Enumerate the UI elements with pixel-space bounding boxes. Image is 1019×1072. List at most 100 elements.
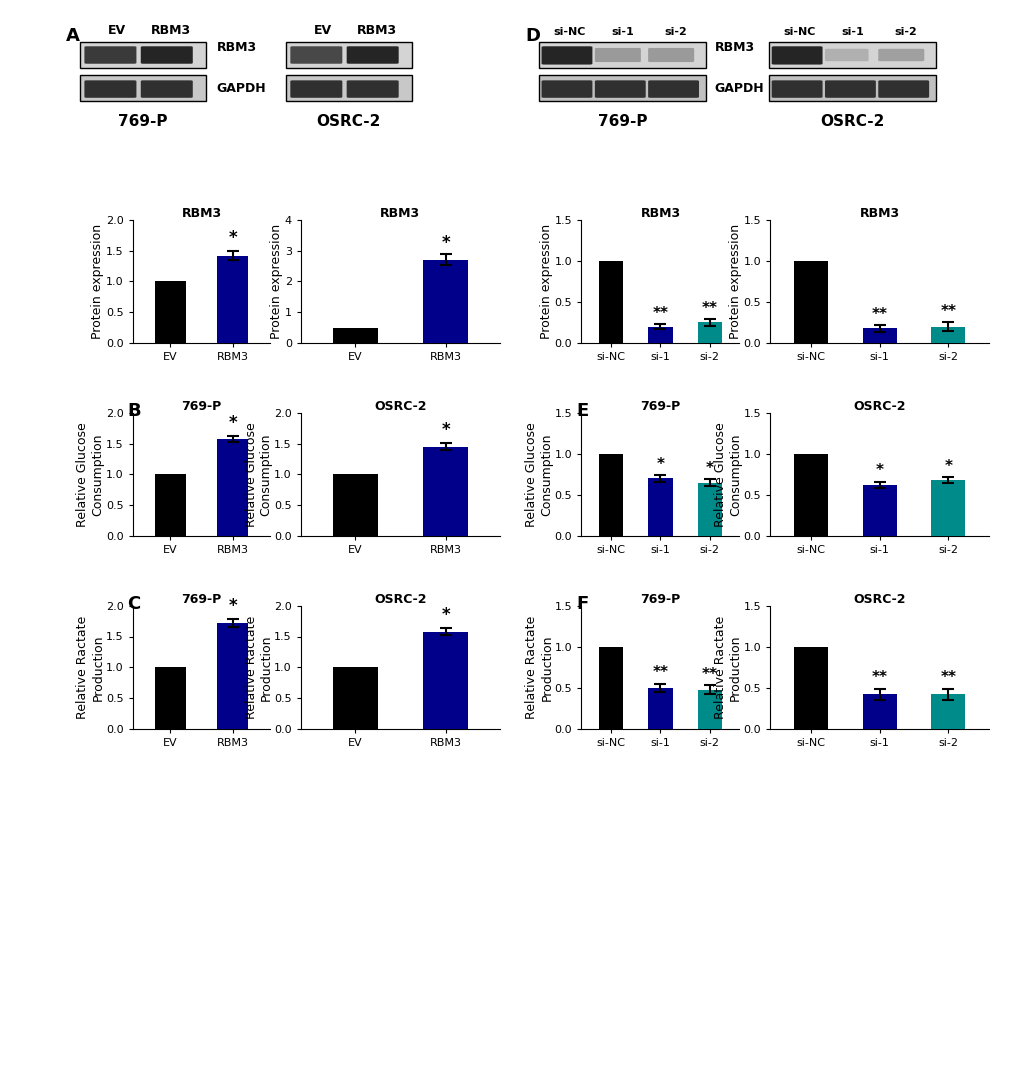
Text: *: *: [656, 457, 663, 472]
Bar: [862, 485, 896, 536]
Bar: [697, 482, 721, 536]
Bar: [647, 327, 673, 343]
Bar: [647, 478, 673, 536]
Text: **: **: [871, 670, 887, 685]
Text: C: C: [127, 595, 141, 613]
FancyBboxPatch shape: [541, 80, 592, 98]
Y-axis label: Protein expression: Protein expression: [540, 224, 553, 339]
Title: 769-P: 769-P: [640, 593, 680, 606]
Text: *: *: [228, 415, 236, 432]
Bar: [81, 42, 206, 68]
Bar: [539, 75, 705, 101]
Bar: [423, 259, 468, 343]
Title: RBM3: RBM3: [380, 207, 420, 220]
Text: *: *: [228, 229, 236, 247]
Title: OSRC-2: OSRC-2: [374, 593, 426, 606]
Bar: [332, 474, 377, 536]
Bar: [217, 255, 249, 343]
Text: A: A: [66, 27, 81, 45]
FancyBboxPatch shape: [290, 46, 342, 63]
FancyBboxPatch shape: [647, 80, 698, 98]
Text: *: *: [944, 459, 952, 474]
Y-axis label: Relative Glucose
Consumption: Relative Glucose Consumption: [525, 422, 553, 526]
Bar: [598, 260, 623, 343]
Text: OSRC-2: OSRC-2: [316, 114, 381, 129]
Text: F: F: [576, 595, 588, 613]
FancyBboxPatch shape: [771, 80, 821, 98]
FancyBboxPatch shape: [877, 49, 923, 61]
Text: GAPDH: GAPDH: [216, 83, 266, 95]
Bar: [930, 695, 964, 729]
Text: **: **: [652, 306, 667, 321]
Bar: [930, 327, 964, 343]
Y-axis label: Protein expression: Protein expression: [92, 224, 104, 339]
Text: **: **: [701, 667, 717, 682]
Text: RBM3: RBM3: [151, 25, 191, 38]
Text: **: **: [940, 304, 956, 319]
FancyBboxPatch shape: [290, 80, 342, 98]
Y-axis label: Relative Ractate
Production: Relative Ractate Production: [76, 615, 104, 719]
Y-axis label: Relative Ractate
Production: Relative Ractate Production: [525, 615, 553, 719]
Text: EV: EV: [314, 25, 331, 38]
Y-axis label: Protein expression: Protein expression: [729, 224, 742, 339]
Text: **: **: [940, 670, 956, 685]
Y-axis label: Relative Ractate
Production: Relative Ractate Production: [245, 615, 272, 719]
Text: si-2: si-2: [894, 27, 916, 38]
FancyBboxPatch shape: [346, 46, 398, 63]
Text: D: D: [525, 27, 540, 45]
Bar: [332, 667, 377, 729]
Text: RBM3: RBM3: [714, 42, 754, 55]
FancyBboxPatch shape: [85, 80, 137, 98]
Bar: [539, 42, 705, 68]
Y-axis label: Relative Glucose
Consumption: Relative Glucose Consumption: [76, 422, 104, 526]
Bar: [930, 480, 964, 536]
Bar: [794, 260, 827, 343]
Bar: [423, 447, 468, 536]
Bar: [217, 623, 249, 729]
FancyBboxPatch shape: [541, 46, 592, 64]
Y-axis label: Relative Glucose
Consumption: Relative Glucose Consumption: [713, 422, 742, 526]
Bar: [217, 440, 249, 536]
FancyBboxPatch shape: [877, 80, 928, 98]
Text: **: **: [652, 666, 667, 681]
Text: 769-P: 769-P: [118, 114, 167, 129]
Bar: [794, 646, 827, 729]
FancyBboxPatch shape: [594, 80, 645, 98]
Title: RBM3: RBM3: [181, 207, 221, 220]
Bar: [697, 323, 721, 343]
FancyBboxPatch shape: [824, 49, 868, 61]
Bar: [697, 689, 721, 729]
Text: si-2: si-2: [663, 27, 687, 38]
Text: si-1: si-1: [610, 27, 633, 38]
Text: *: *: [228, 597, 236, 615]
Text: *: *: [705, 461, 713, 476]
Text: B: B: [127, 402, 141, 420]
FancyBboxPatch shape: [141, 46, 193, 63]
Bar: [598, 646, 623, 729]
Title: RBM3: RBM3: [640, 207, 680, 220]
FancyBboxPatch shape: [346, 80, 398, 98]
FancyBboxPatch shape: [647, 48, 694, 62]
Bar: [154, 282, 185, 343]
Bar: [423, 631, 468, 729]
Bar: [285, 75, 412, 101]
FancyBboxPatch shape: [85, 46, 137, 63]
Text: si-NC: si-NC: [783, 27, 814, 38]
Bar: [332, 328, 377, 343]
Text: EV: EV: [108, 25, 126, 38]
Bar: [285, 42, 412, 68]
Title: 769-P: 769-P: [640, 400, 680, 413]
Text: **: **: [871, 307, 887, 322]
Text: RBM3: RBM3: [357, 25, 396, 38]
Title: 769-P: 769-P: [181, 593, 221, 606]
Bar: [647, 688, 673, 729]
Bar: [794, 453, 827, 536]
FancyBboxPatch shape: [824, 80, 875, 98]
Bar: [768, 75, 935, 101]
Bar: [862, 328, 896, 343]
Title: OSRC-2: OSRC-2: [853, 400, 905, 413]
Text: E: E: [576, 402, 588, 420]
Y-axis label: Protein expression: Protein expression: [270, 224, 283, 339]
Bar: [154, 474, 185, 536]
Title: RBM3: RBM3: [859, 207, 899, 220]
